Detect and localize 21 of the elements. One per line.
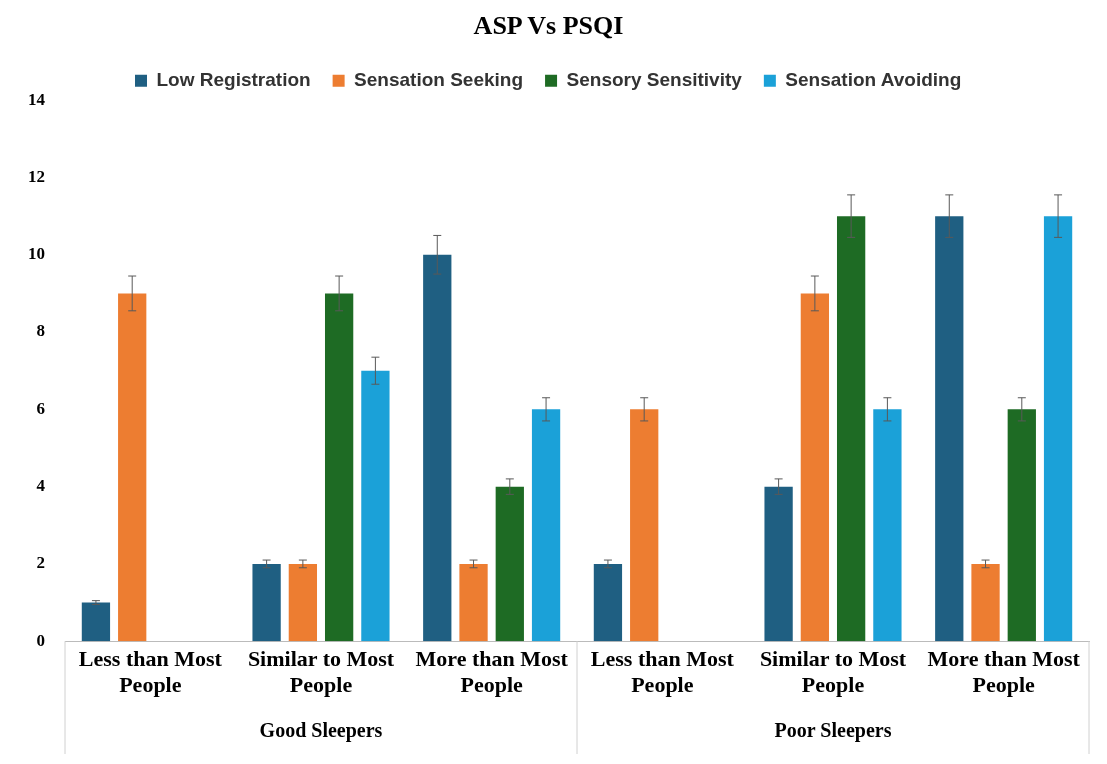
text: Poor Sleepers	[774, 719, 892, 743]
y-tick-label: 14	[28, 89, 46, 109]
x-tick-label: More than Most People	[415, 646, 569, 698]
legend-label: Sensory Sensitivity	[566, 68, 743, 90]
text: Good Sleepers	[259, 719, 383, 743]
y-tick-label: 8	[36, 321, 45, 341]
x-tick-label: Less than Most People	[78, 646, 223, 698]
y-tick-label: 12	[28, 166, 45, 186]
x-tick-label: Similar to Most People	[759, 646, 907, 698]
y-tick-label: 6	[36, 398, 45, 418]
y-tick-label: 10	[28, 244, 45, 264]
legend-label: Low Registration	[156, 68, 311, 90]
x-tick-label: Similar to Most People	[247, 646, 395, 698]
x-tick-label: More than Most People	[927, 646, 1081, 698]
y-tick-label: 0	[36, 630, 45, 650]
chart-title: ASP Vs PSQI	[473, 11, 624, 41]
y-tick-label: 2	[36, 553, 45, 573]
x-tick-label: Less than Most People	[590, 646, 735, 698]
y-tick-label: 4	[36, 476, 46, 496]
legend-label: Sensation Seeking	[354, 68, 524, 90]
legend-label: Sensation Avoiding	[785, 68, 962, 90]
